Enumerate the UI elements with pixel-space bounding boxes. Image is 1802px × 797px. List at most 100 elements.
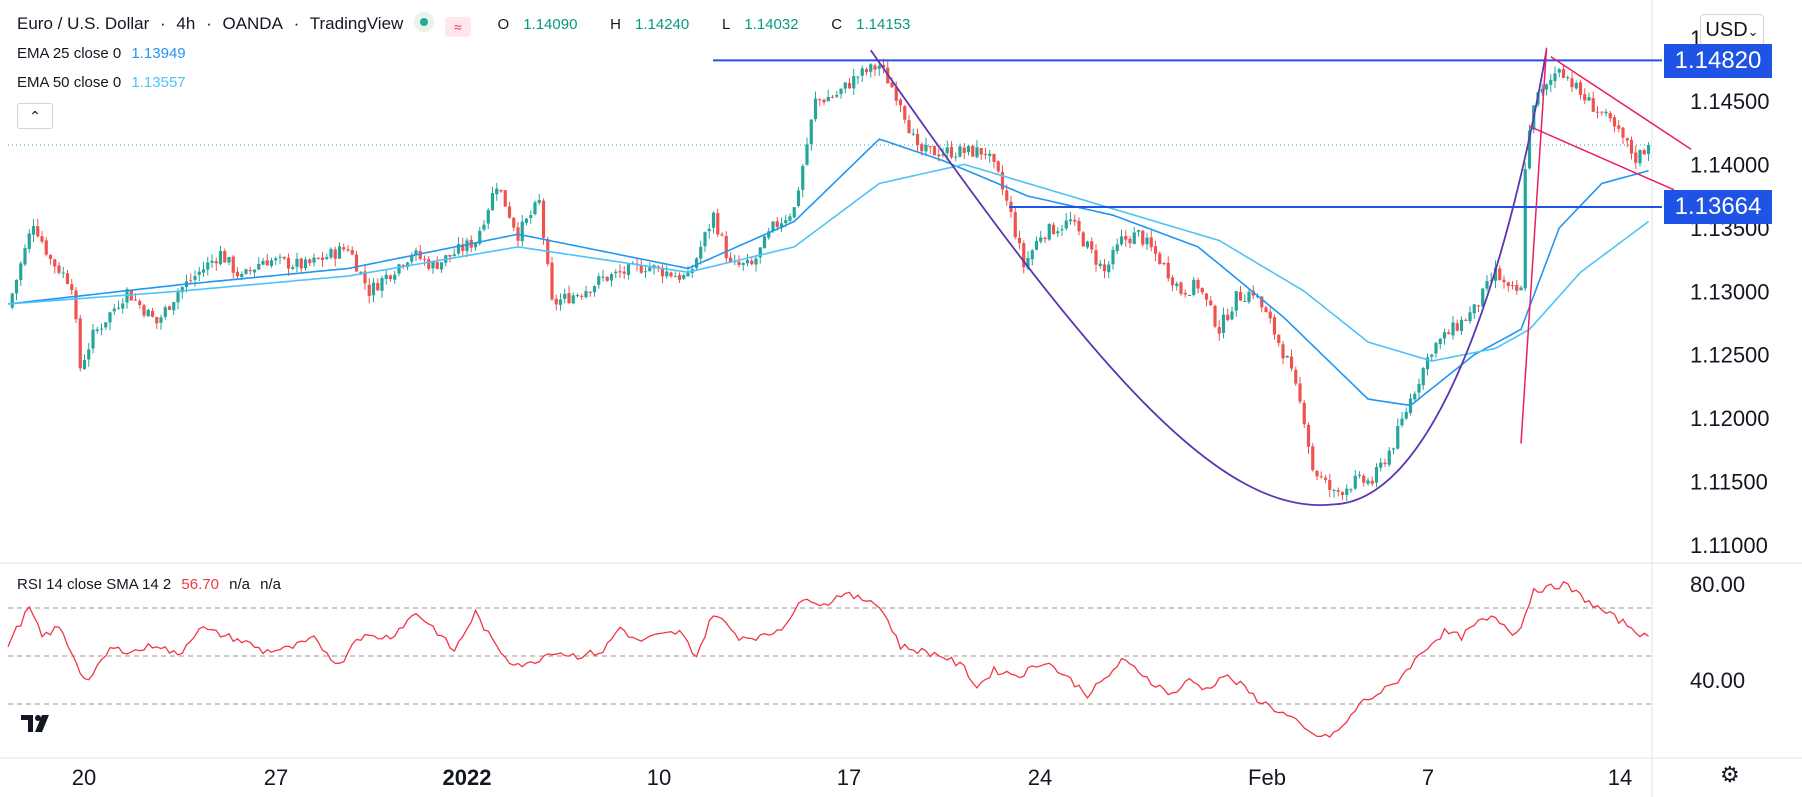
rsi-value: 56.70 — [181, 576, 219, 593]
candle-body — [57, 265, 61, 273]
candle-body — [954, 156, 958, 158]
collapse-legend-button[interactable]: ⌃ — [17, 103, 53, 129]
separator: · — [293, 14, 300, 33]
settings-gear-icon[interactable]: ⚙ — [1720, 762, 1740, 787]
rsi-legend[interactable]: RSI 14 close SMA 14 2 56.70 n/a n/a — [17, 576, 281, 593]
candle-body — [193, 276, 197, 280]
candle-body — [507, 206, 512, 218]
candle-body — [622, 271, 626, 274]
candle-body — [988, 153, 992, 156]
candle-body — [813, 98, 818, 120]
candle-body — [320, 257, 325, 261]
candle-body — [1604, 111, 1608, 114]
candle-body — [605, 276, 609, 281]
candle-body — [1192, 279, 1196, 295]
candle-body — [82, 360, 87, 369]
candle-body — [869, 64, 873, 72]
candle-body — [1043, 237, 1047, 240]
candle-body — [70, 284, 74, 290]
indicator-toggle-icon[interactable]: ≈ — [444, 17, 471, 37]
candle-body — [1544, 84, 1549, 90]
candle-body — [601, 276, 605, 278]
candle-body — [1523, 169, 1527, 289]
candle-body — [771, 221, 775, 231]
rsi-label: RSI 14 close SMA 14 2 — [17, 576, 172, 593]
candle-body — [456, 244, 461, 254]
candle-body — [354, 254, 359, 272]
candle-body — [924, 144, 928, 152]
candle-body — [367, 284, 371, 296]
candle-body — [699, 246, 703, 259]
candle-body — [278, 256, 282, 258]
candle-body — [65, 273, 70, 284]
candle-body — [724, 236, 728, 259]
candle-body — [1587, 97, 1591, 101]
candle-body — [1472, 304, 1476, 314]
candle-body — [1451, 322, 1455, 336]
candle-body — [558, 299, 563, 305]
candle-body — [1370, 480, 1374, 484]
candle-body — [486, 209, 490, 224]
candle-body — [682, 275, 686, 279]
candle-body — [643, 271, 648, 273]
candle-body — [176, 292, 180, 303]
candle-body — [346, 249, 350, 251]
candle-body — [1442, 332, 1447, 339]
candle-body — [784, 220, 788, 224]
y-tick-label: 1.14500 — [1690, 89, 1770, 114]
y-tick-label: 1.11000 — [1690, 533, 1768, 558]
candle-body — [1459, 319, 1464, 332]
candle-body — [1362, 475, 1366, 483]
candle-body — [1510, 285, 1515, 287]
candle-body — [1268, 311, 1272, 319]
candle-body — [1000, 172, 1005, 190]
candle-body — [36, 226, 40, 237]
symbol-legend[interactable]: Euro / U.S. Dollar · 4h · OANDA · Tradin… — [17, 12, 928, 37]
candle-body — [554, 298, 558, 305]
candle-body — [1591, 98, 1595, 112]
candle-body — [1145, 237, 1149, 245]
candle-body — [329, 249, 333, 258]
ema25-legend[interactable]: EMA 25 close 0 1.13949 — [17, 45, 186, 62]
candle-body — [112, 308, 116, 312]
candle-body — [614, 271, 618, 274]
candle-body — [1374, 467, 1379, 483]
rsi-line — [7, 580, 1649, 738]
candle-body — [716, 213, 720, 235]
candle-body — [966, 146, 971, 153]
candle-body — [656, 266, 660, 268]
candle-body — [707, 228, 711, 232]
candle-body — [74, 290, 78, 320]
candle-body — [898, 99, 903, 106]
symbol-name: Euro / U.S. Dollar — [17, 14, 150, 33]
candle-body — [427, 259, 431, 269]
candle-body — [847, 83, 852, 89]
candle-body — [1345, 488, 1349, 495]
x-tick-label: 10 — [647, 765, 671, 790]
candle-body — [146, 309, 150, 317]
rsi-na-1: n/a — [229, 576, 250, 593]
candle-body — [1311, 446, 1315, 471]
ema50-line — [7, 163, 1649, 362]
candle-body — [597, 276, 601, 285]
ema50-legend[interactable]: EMA 50 close 0 1.13557 — [17, 74, 186, 91]
x-tick-label: 27 — [264, 765, 288, 790]
candle-body — [767, 231, 771, 238]
x-tick-label: 2022 — [443, 765, 492, 790]
candle-body — [512, 217, 516, 228]
candle-body — [1128, 238, 1132, 244]
tradingview-logo-icon[interactable] — [20, 712, 54, 734]
candle-body — [1328, 480, 1332, 490]
candle-body — [584, 290, 588, 298]
candle-body — [155, 316, 159, 324]
candle-body — [1319, 476, 1323, 478]
candle-body — [1289, 356, 1294, 369]
currency-select[interactable]: USD⌄ — [1700, 14, 1764, 46]
candle-body — [235, 271, 240, 277]
candle-body — [1272, 317, 1277, 335]
separator: · — [160, 14, 166, 33]
candle-body — [1549, 79, 1553, 85]
candle-body — [1047, 223, 1051, 240]
candle-body — [873, 65, 877, 70]
